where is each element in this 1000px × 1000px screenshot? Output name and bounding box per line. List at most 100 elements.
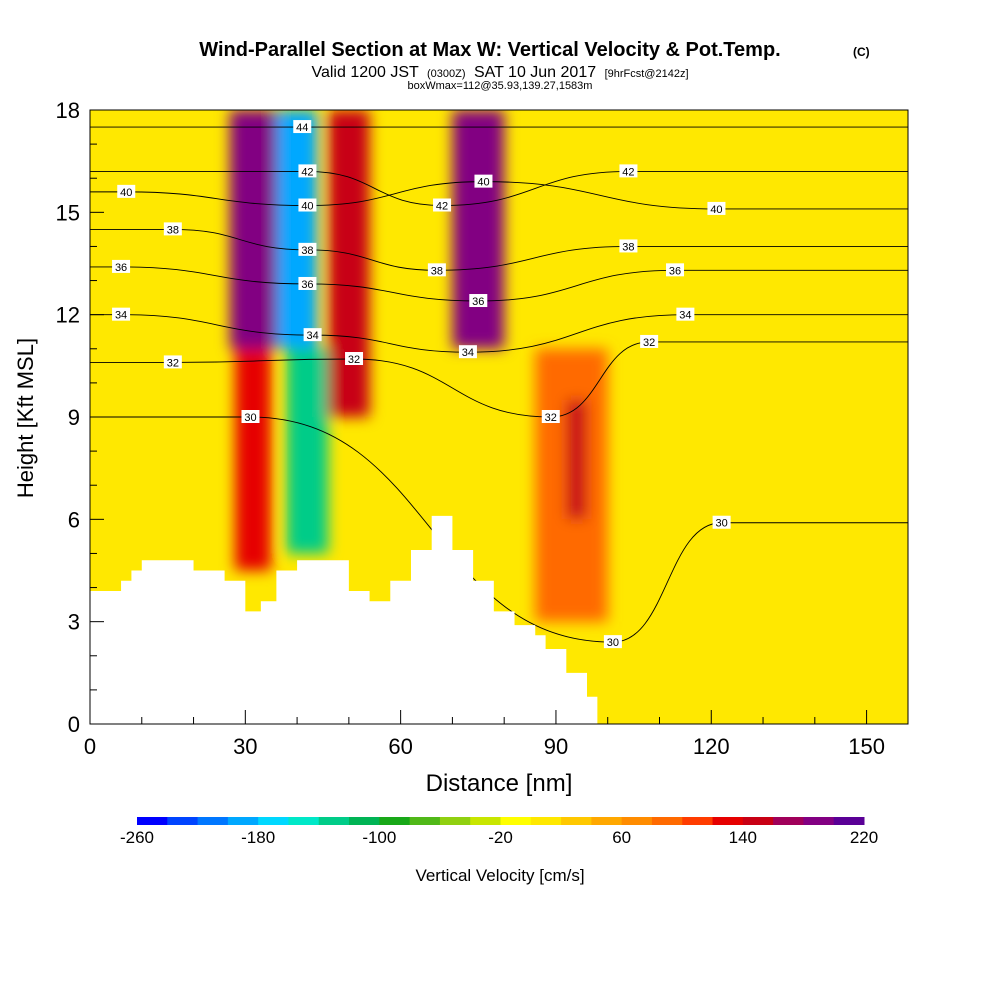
chart-subtitle: Valid 1200 JST (0300Z) SAT 10 Jun 2017 [… — [311, 64, 688, 81]
velocity-cell-4 — [328, 110, 370, 417]
colorbar-swatch — [651, 817, 683, 825]
isentrope-label: 36 — [112, 259, 131, 274]
isentrope-label: 40 — [298, 198, 317, 213]
isentrope-label: 42 — [298, 164, 317, 178]
isentrope-label-text: 36 — [472, 296, 484, 308]
y-tick-label: 9 — [68, 405, 80, 430]
colorbar-tick-label: -100 — [362, 828, 396, 847]
isentrope-label: 38 — [163, 222, 182, 236]
isentrope-label: 30 — [603, 635, 622, 649]
colorbar-swatch — [561, 817, 592, 825]
chart-title: Wind-Parallel Section at Max W: Vertical… — [199, 39, 780, 61]
y-tick-label: 3 — [68, 610, 80, 635]
colorbar-swatch — [288, 817, 320, 825]
subtitle-zulu: (0300Z) — [427, 68, 466, 80]
subtitle-valid: Valid 1200 JST — [311, 64, 419, 81]
isentrope-label: 42 — [619, 164, 638, 178]
isentrope-label: 40 — [707, 201, 726, 216]
isentrope-label-text: 38 — [622, 241, 634, 253]
colorbar-tick-label: -260 — [120, 828, 154, 847]
isentrope-label-text: 38 — [431, 265, 443, 277]
y-tick-label: 12 — [56, 303, 80, 328]
isentrope-label-text: 32 — [545, 412, 557, 424]
isentrope-line-40 — [90, 181, 908, 210]
isentrope-label-text: 42 — [436, 201, 448, 213]
colorbar: -260 -180 -100 -20 60 140 220 — [120, 817, 878, 847]
chart-subtitle-box: boxWmax=112@35.93,139.27,1583m — [408, 80, 593, 92]
colorbar-swatch — [197, 817, 229, 825]
velocity-cell-2 — [276, 110, 318, 349]
isentrope-label: 36 — [469, 294, 488, 308]
isentrope-label-text: 36 — [301, 279, 313, 291]
velocity-cell-5 — [452, 110, 505, 349]
colorbar-label: Vertical Velocity [cm/s] — [415, 866, 584, 885]
isentrope-label-text: 36 — [115, 262, 127, 274]
isentrope-label-text: 38 — [167, 224, 179, 236]
isentrope-label-text: 40 — [301, 201, 313, 213]
colorbar-swatch — [591, 817, 623, 825]
plot-area: 30 30 30 32 32 32 32 34 34 34 34 36 36 36 36 38 38 38 38 40… — [90, 110, 908, 724]
isentrope-label: 32 — [163, 355, 182, 369]
colorbar-swatch — [439, 817, 471, 825]
colorbar-tick-label: 60 — [612, 828, 631, 847]
y-axis-label: Height [Kft MSL] — [13, 338, 38, 498]
isentrope-line-32 — [90, 341, 908, 418]
colorbar-swatch — [258, 817, 289, 825]
isentrope-label-text: 32 — [348, 354, 360, 366]
isentrope-label-text: 34 — [462, 347, 474, 359]
velocity-cell-3 — [286, 348, 329, 554]
chart-title-units: (C) — [853, 45, 870, 59]
velocity-cell-7 — [566, 399, 588, 520]
colorbar-swatch — [470, 817, 501, 825]
isentrope-label: 34 — [458, 345, 477, 359]
isentrope-line-42 — [90, 170, 908, 206]
isentrope-label-text: 30 — [244, 412, 256, 424]
colorbar-tick-label: 140 — [729, 828, 757, 847]
colorbar-swatch — [227, 817, 259, 825]
colorbar-swatch — [409, 817, 441, 825]
isentrope-label-text: 34 — [306, 330, 318, 342]
x-tick-label: 0 — [84, 734, 96, 759]
colorbar-swatch — [167, 817, 199, 825]
isentrope-label: 34 — [112, 307, 131, 322]
isentrope-label: 36 — [298, 276, 317, 291]
isentrope-label-text: 34 — [679, 310, 691, 322]
colorbar-swatch — [137, 817, 168, 825]
terrain-mask — [90, 515, 598, 724]
isentrope-label-text: 36 — [669, 265, 681, 277]
isentrope-label: 32 — [345, 352, 364, 366]
y-tick-label: 0 — [68, 712, 80, 737]
colorbar-swatch — [682, 817, 714, 825]
isentrope-label: 40 — [117, 184, 136, 199]
isentrope-label: 34 — [303, 328, 322, 342]
isentrope-label-text: 32 — [167, 357, 179, 369]
isentrope-label: 42 — [433, 198, 452, 213]
y-tick-label: 18 — [56, 98, 80, 123]
isentrope-label: 30 — [712, 515, 731, 530]
isentrope-label-text: 32 — [643, 337, 655, 349]
velocity-cell-0 — [229, 110, 282, 349]
isentrope-line-34 — [90, 314, 908, 353]
colorbar-swatch — [833, 817, 865, 825]
colorbar-swatch — [803, 817, 835, 825]
isentrope-label-text: 34 — [115, 310, 127, 322]
colorbar-swatch — [379, 817, 411, 825]
colorbar-tick-label: -20 — [488, 828, 513, 847]
subtitle-fcst: [9hrFcst@2142z] — [605, 68, 689, 80]
x-tick-label: 150 — [848, 734, 885, 759]
y-tick-label: 15 — [56, 200, 80, 225]
isentrope-label-text: 40 — [120, 187, 132, 199]
colorbar-swatch — [530, 817, 562, 825]
isentrope-label: 36 — [666, 263, 685, 277]
isentrope-line-36 — [90, 266, 908, 302]
isentrope-label-text: 42 — [622, 166, 634, 178]
colorbar-swatch — [712, 817, 744, 825]
isentrope-label: 38 — [427, 263, 446, 277]
colorbar-swatch — [742, 817, 774, 825]
isentrope-label: 30 — [241, 410, 260, 424]
isentrope-label-text: 38 — [301, 245, 313, 257]
subtitle-date: SAT 10 Jun 2017 — [474, 64, 596, 81]
colorbar-swatch — [349, 817, 380, 825]
